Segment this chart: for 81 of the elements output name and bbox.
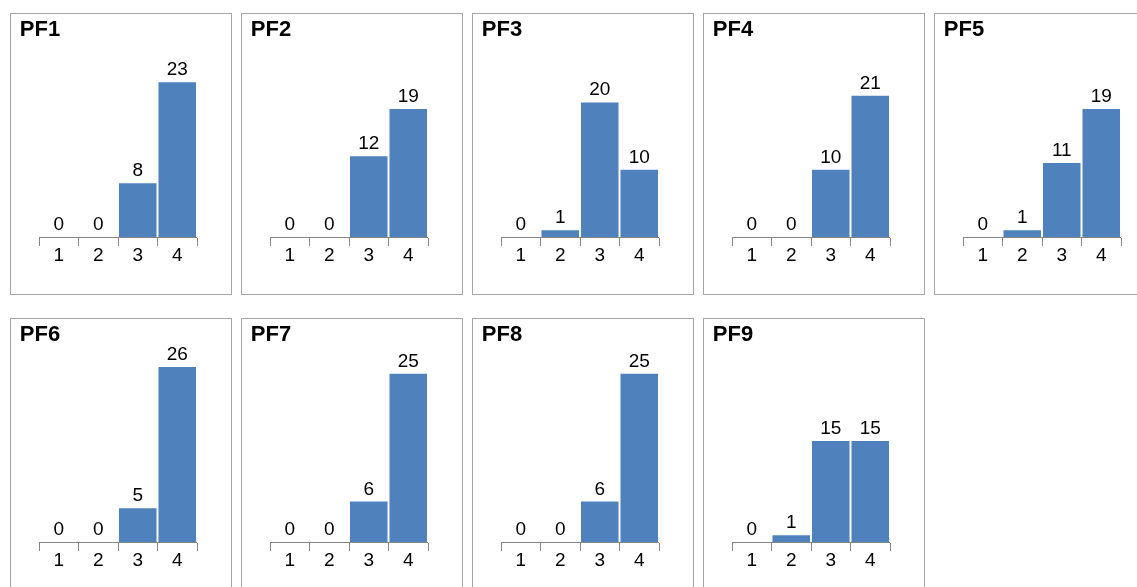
x-tick-label: 4 <box>864 243 876 265</box>
x-tick-label: 4 <box>171 243 183 265</box>
x-tick-label: 3 <box>132 243 144 265</box>
data-label: 23 <box>166 58 188 80</box>
data-label: 0 <box>785 213 797 234</box>
data-label: 5 <box>132 484 144 506</box>
x-tick-label: 2 <box>323 548 335 570</box>
data-label: 8 <box>132 159 144 181</box>
x-tick-label: 4 <box>402 243 414 265</box>
x-tick-label: 1 <box>53 243 65 265</box>
data-label: 12 <box>358 132 380 154</box>
data-label: 0 <box>515 213 527 234</box>
data-label: 20 <box>589 78 611 100</box>
x-tick-label: 1 <box>746 243 758 265</box>
data-label: 21 <box>859 71 881 93</box>
chart-title: PF8 <box>481 321 523 347</box>
data-label: 1 <box>554 206 566 228</box>
chart-title: PF6 <box>19 321 61 347</box>
data-label: 0 <box>92 518 104 539</box>
x-tick-label: 1 <box>284 243 296 265</box>
x-tick-label: 4 <box>171 548 183 570</box>
data-label: 0 <box>977 213 989 234</box>
x-tick-label: 3 <box>825 548 837 570</box>
data-label: 6 <box>363 477 375 499</box>
x-tick-label: 4 <box>1095 243 1107 265</box>
chart-title: PF5 <box>943 16 985 42</box>
data-label: 0 <box>53 518 65 539</box>
x-tick-label: 4 <box>402 548 414 570</box>
data-label: 19 <box>1090 85 1112 107</box>
x-tick-label: 1 <box>746 548 758 570</box>
chart-title: PF3 <box>481 16 523 42</box>
data-label: 0 <box>284 213 296 234</box>
data-label: 1 <box>785 511 797 533</box>
x-tick-label: 1 <box>515 243 527 265</box>
data-label: 15 <box>859 417 881 439</box>
data-label: 0 <box>323 518 335 539</box>
data-label: 25 <box>628 349 650 371</box>
x-tick-label: 4 <box>633 548 645 570</box>
data-label: 25 <box>397 349 419 371</box>
chart-title: PF4 <box>712 16 754 42</box>
chart-title: PF7 <box>250 321 292 347</box>
x-tick-label: 3 <box>363 243 375 265</box>
x-tick-label: 3 <box>594 243 606 265</box>
chart-title: PF2 <box>250 16 292 42</box>
x-tick-label: 2 <box>92 548 104 570</box>
x-tick-label: 1 <box>53 548 65 570</box>
data-label: 0 <box>284 518 296 539</box>
x-tick-label: 2 <box>323 243 335 265</box>
chart-title: PF1 <box>19 16 61 42</box>
data-label: 0 <box>746 213 758 234</box>
data-label: 26 <box>166 343 188 364</box>
data-label: 0 <box>53 213 65 234</box>
data-label: 19 <box>397 85 419 107</box>
data-label: 0 <box>746 518 758 539</box>
x-tick-label: 3 <box>825 243 837 265</box>
data-label: 11 <box>1051 138 1072 160</box>
x-tick-label: 4 <box>864 548 876 570</box>
data-label: 6 <box>594 477 606 499</box>
data-label: 10 <box>628 145 650 167</box>
x-tick-label: 2 <box>785 243 797 265</box>
x-tick-label: 2 <box>1016 243 1028 265</box>
data-label: 10 <box>820 145 842 167</box>
x-tick-label: 3 <box>132 548 144 570</box>
x-tick-label: 1 <box>515 548 527 570</box>
chart-title: PF9 <box>712 321 754 347</box>
data-label: 0 <box>554 518 566 539</box>
x-tick-label: 3 <box>594 548 606 570</box>
x-tick-label: 2 <box>92 243 104 265</box>
x-tick-label: 3 <box>1056 243 1068 265</box>
data-label: 0 <box>92 213 104 234</box>
x-tick-label: 3 <box>363 548 375 570</box>
x-tick-label: 4 <box>633 243 645 265</box>
x-tick-label: 2 <box>554 243 566 265</box>
x-tick-label: 1 <box>977 243 989 265</box>
data-label: 0 <box>323 213 335 234</box>
x-tick-label: 2 <box>785 548 797 570</box>
data-label: 1 <box>1016 206 1028 228</box>
data-label: 15 <box>820 417 842 439</box>
data-label: 0 <box>515 518 527 539</box>
x-tick-label: 1 <box>284 548 296 570</box>
x-tick-label: 2 <box>554 548 566 570</box>
